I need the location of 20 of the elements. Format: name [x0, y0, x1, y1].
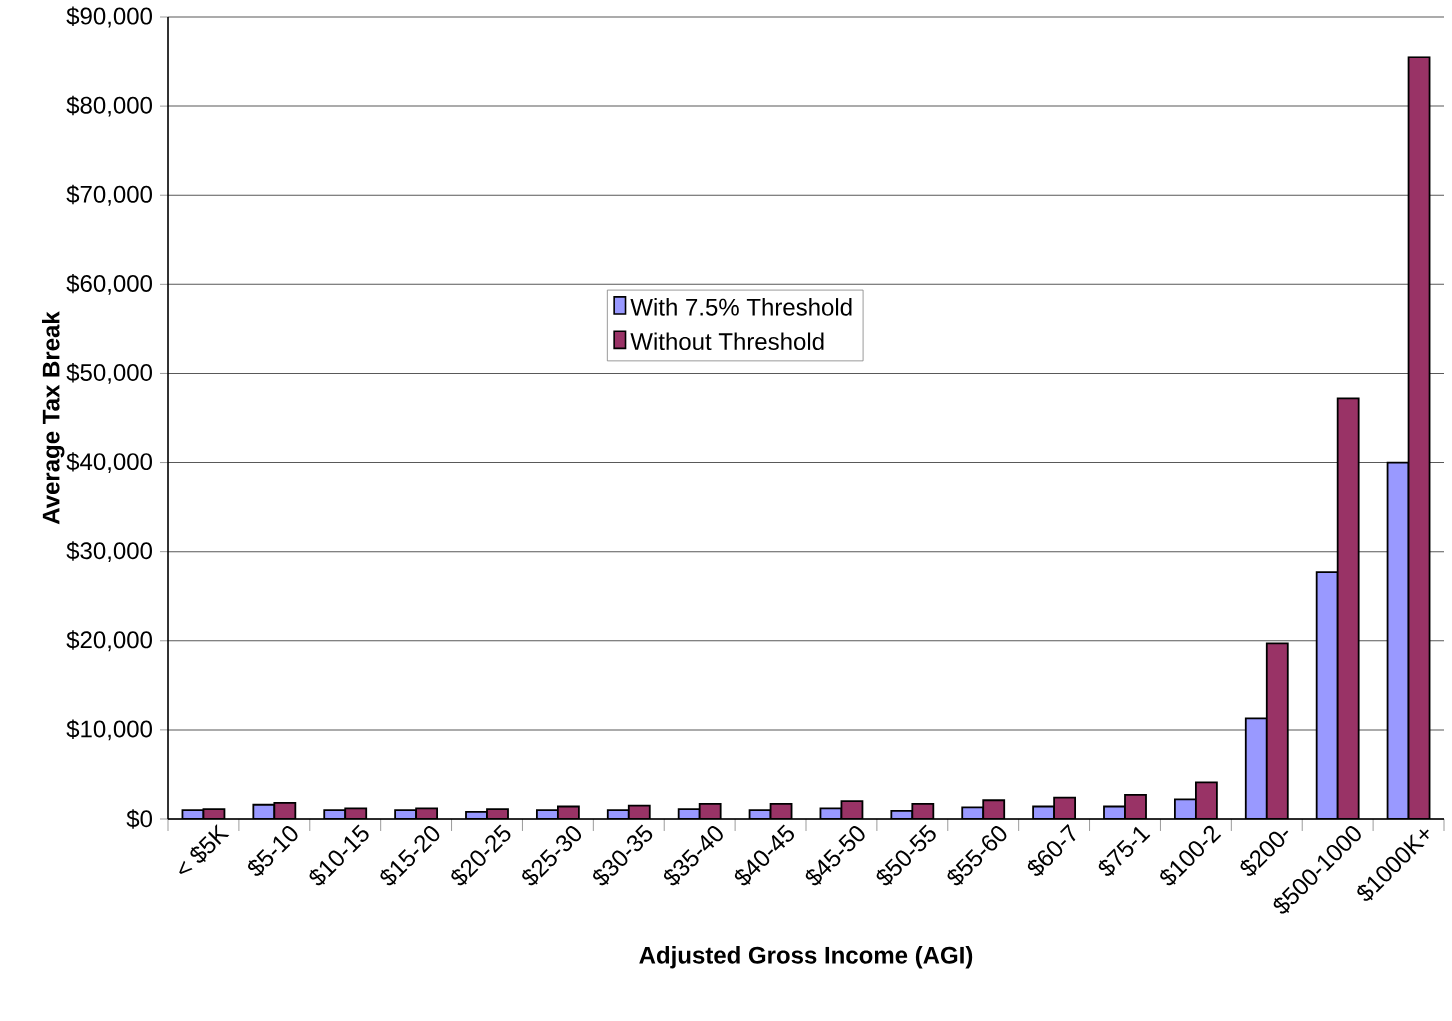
- y-tick-label: $80,000: [66, 95, 152, 117]
- y-axis-title: Average Tax Break: [41, 311, 65, 525]
- y-tick-label: $10,000: [66, 719, 152, 741]
- bar: [1336, 397, 1360, 819]
- legend-label: With 7.5% Threshold: [630, 298, 852, 316]
- y-tick-label: $30,000: [66, 541, 152, 563]
- y-tick-label: $70,000: [66, 184, 152, 206]
- bar: [1265, 642, 1289, 819]
- bar: [1386, 461, 1410, 819]
- bar: [1407, 56, 1431, 819]
- y-tick-label: $60,000: [66, 273, 152, 295]
- x-axis-title: Adjusted Gross Income (AGI): [639, 946, 973, 969]
- x-tick-label: < $5K: [179, 824, 230, 875]
- y-tick-label: $90,000: [66, 6, 152, 28]
- y-tick-label: $20,000: [66, 630, 152, 652]
- y-tick-label: $50,000: [66, 363, 152, 384]
- y-tick-label: $40,000: [66, 452, 152, 473]
- bar: [1315, 571, 1339, 819]
- y-tick-label: $0: [126, 809, 153, 829]
- legend-label: Without Threshold: [630, 332, 824, 351]
